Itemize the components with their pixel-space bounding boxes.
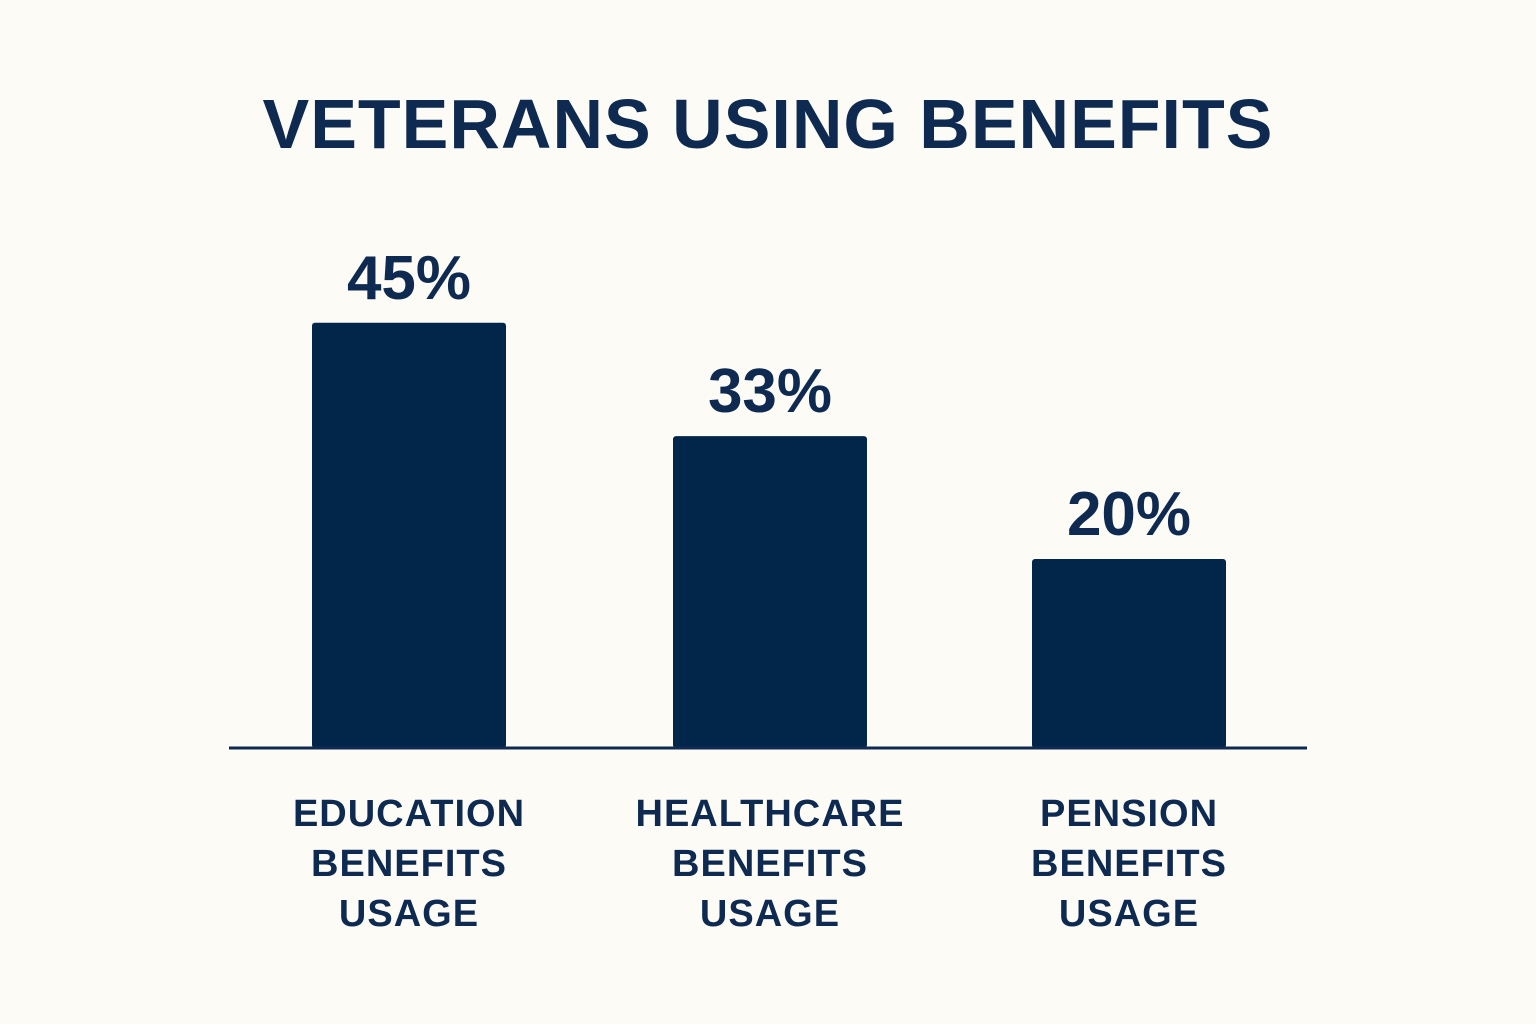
value-labels-group: 45% 33% 20%: [347, 244, 1191, 549]
category-label-2: HEALTHCARE BENEFITS USAGE: [636, 793, 905, 935]
category-label-line: BENEFITS: [1031, 843, 1227, 885]
category-label-line: PENSION: [1040, 793, 1218, 835]
category-labels-group: EDUCATION BENEFITS USAGE HEALTHCARE BENEFITS…: [293, 793, 1227, 935]
category-label-line: HEALTHCARE: [636, 793, 905, 835]
category-label-line: USAGE: [700, 893, 840, 935]
bar-1: [312, 322, 506, 748]
category-label-line: EDUCATION: [293, 793, 525, 835]
category-label-1: EDUCATION BENEFITS USAGE: [293, 793, 525, 935]
category-label-line: USAGE: [339, 893, 479, 935]
bar-2: [673, 436, 867, 748]
bars-group: [312, 322, 1226, 748]
category-label-line: USAGE: [1059, 893, 1199, 935]
value-label-2: 33%: [708, 357, 832, 426]
category-label-3: PENSION BENEFITS USAGE: [1031, 793, 1227, 935]
category-label-line: BENEFITS: [311, 843, 507, 885]
category-label-line: BENEFITS: [672, 843, 868, 885]
chart-title: VETERANS USING BENEFITS: [263, 85, 1274, 163]
value-label-3: 20%: [1067, 480, 1191, 549]
value-label-1: 45%: [347, 244, 471, 313]
bar-3: [1032, 559, 1226, 748]
